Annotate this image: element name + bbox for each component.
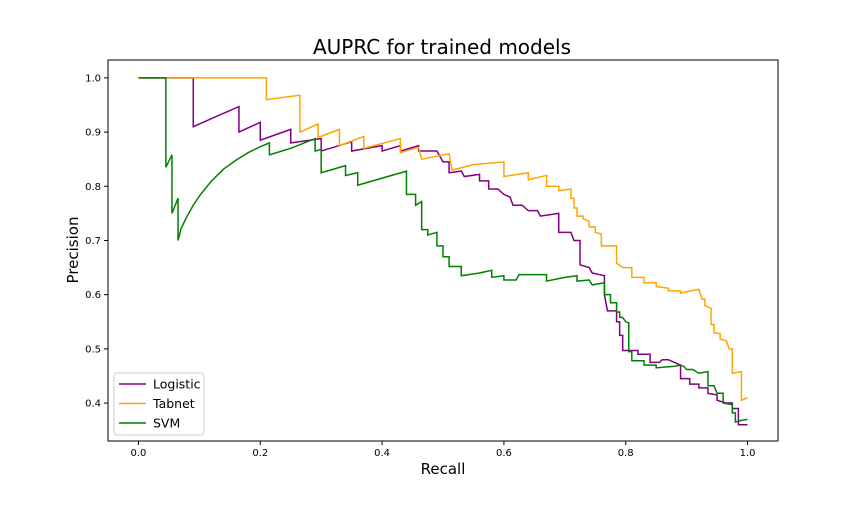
x-tick-label: 0.4 <box>374 448 390 459</box>
series-line-logistic <box>138 77 748 426</box>
y-tick-label: 0.5 <box>85 344 101 355</box>
legend-label-logistic: Logistic <box>153 377 201 392</box>
legend-label-tabnet: Tabnet <box>152 396 195 411</box>
legend-frame <box>113 372 205 436</box>
y-tick-label: 0.6 <box>85 290 101 301</box>
legend-label-svm: SVM <box>153 416 180 431</box>
y-tick-label: 0.7 <box>85 236 101 247</box>
x-axis: 0.0 0.2 0.4 0.6 0.8 1.0 <box>131 441 756 459</box>
series-line-tabnet <box>138 77 748 402</box>
plot-area <box>107 59 779 442</box>
x-tick-label: 1.0 <box>740 448 756 459</box>
y-tick-label: 0.8 <box>85 182 101 193</box>
series-line-svm <box>138 77 748 424</box>
y-axis-label: Precision <box>64 217 82 284</box>
x-tick-label: 0.6 <box>496 448 512 459</box>
x-tick-label: 0.2 <box>252 448 268 459</box>
y-axis: 0.4 0.5 0.6 0.7 0.8 0.9 1.0 <box>85 73 108 410</box>
y-tick-label: 0.9 <box>85 128 101 139</box>
chart-title: AUPRC for trained models <box>313 35 571 59</box>
x-tick-label: 0.0 <box>131 448 147 459</box>
x-axis-label: Recall <box>421 460 466 478</box>
x-tick-label: 0.8 <box>618 448 634 459</box>
legend: Logistic Tabnet SVM <box>113 372 205 436</box>
series-group <box>138 77 748 426</box>
axes-border <box>107 59 779 442</box>
y-tick-label: 0.4 <box>85 399 101 410</box>
y-tick-label: 1.0 <box>85 73 101 84</box>
